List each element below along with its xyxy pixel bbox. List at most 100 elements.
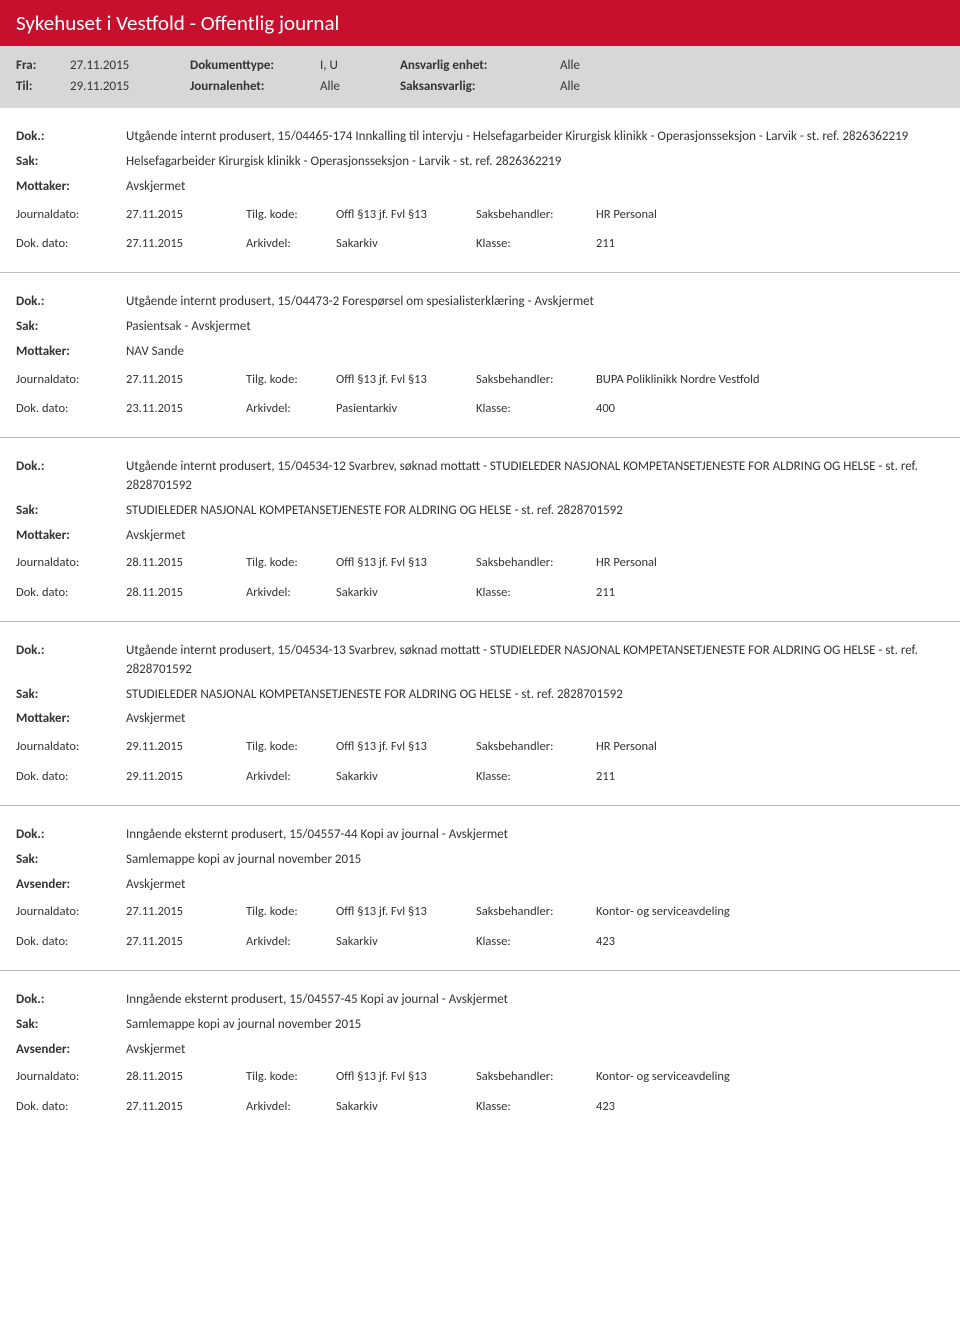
filter-ansvarlig-value: Alle — [560, 58, 620, 73]
klasse-value: 211 — [596, 581, 944, 605]
party-value: NAV Sande — [126, 343, 944, 362]
arkivdel-value: Sakarkiv — [336, 765, 476, 789]
saksbehandler-value: HR Personal — [596, 551, 944, 575]
saksbehandler-label: Saksbehandler: — [476, 551, 596, 575]
party-value: Avskjermet — [126, 527, 944, 546]
saksbehandler-value: HR Personal — [596, 735, 944, 759]
filter-saksansvarlig-label: Saksansvarlig: — [400, 79, 550, 94]
journal-entry: Dok.: Inngående eksternt produsert, 15/0… — [0, 806, 960, 971]
arkivdel-value: Sakarkiv — [336, 1095, 476, 1119]
tilgkode-label: Tilg. kode: — [246, 368, 336, 392]
party-label: Mottaker: — [16, 178, 126, 197]
saksbehandler-label: Saksbehandler: — [476, 735, 596, 759]
saksbehandler-value: BUPA Poliklinikk Nordre Vestfold — [596, 368, 944, 392]
tilgkode-value: Offl §13 jf. Fvl §13 — [336, 735, 476, 759]
sak-label: Sak: — [16, 502, 126, 521]
filter-saksansvarlig-value: Alle — [560, 79, 620, 94]
klasse-value: 211 — [596, 232, 944, 256]
saksbehandler-label: Saksbehandler: — [476, 900, 596, 924]
klasse-label: Klasse: — [476, 930, 596, 954]
dok-value: Utgående internt produsert, 15/04465-174… — [126, 128, 944, 147]
sak-value: STUDIELEDER NASJONAL KOMPETANSETJENESTE … — [126, 686, 944, 705]
sak-label: Sak: — [16, 153, 126, 172]
journaldato-label: Journaldato: — [16, 203, 126, 227]
tilgkode-label: Tilg. kode: — [246, 203, 336, 227]
dok-label: Dok.: — [16, 128, 126, 147]
dok-label: Dok.: — [16, 642, 126, 680]
tilgkode-value: Offl §13 jf. Fvl §13 — [336, 551, 476, 575]
journaldato-label: Journaldato: — [16, 551, 126, 575]
journaldato-value: 28.11.2015 — [126, 1065, 246, 1089]
dokdato-label: Dok. dato: — [16, 581, 126, 605]
dok-value: Utgående internt produsert, 15/04534-12 … — [126, 458, 944, 496]
arkivdel-value: Pasientarkiv — [336, 397, 476, 421]
sak-label: Sak: — [16, 1016, 126, 1035]
saksbehandler-value: Kontor- og serviceavdeling — [596, 900, 944, 924]
dokdato-value: 29.11.2015 — [126, 765, 246, 789]
tilgkode-value: Offl §13 jf. Fvl §13 — [336, 900, 476, 924]
dok-label: Dok.: — [16, 458, 126, 496]
sak-value: Samlemappe kopi av journal november 2015 — [126, 851, 944, 870]
filter-bar: Fra: 27.11.2015 Dokumenttype: I, U Ansva… — [0, 46, 960, 108]
sak-value: Samlemappe kopi av journal november 2015 — [126, 1016, 944, 1035]
filter-til-value: 29.11.2015 — [70, 79, 180, 94]
filter-fra-value: 27.11.2015 — [70, 58, 180, 73]
sak-value: Helsefagarbeider Kirurgisk klinikk - Ope… — [126, 153, 944, 172]
klasse-label: Klasse: — [476, 581, 596, 605]
filter-ansvarlig-label: Ansvarlig enhet: — [400, 58, 550, 73]
arkivdel-label: Arkivdel: — [246, 397, 336, 421]
page-title: Sykehuset i Vestfold - Offentlig journal — [0, 0, 960, 46]
klasse-value: 423 — [596, 1095, 944, 1119]
tilgkode-value: Offl §13 jf. Fvl §13 — [336, 368, 476, 392]
dokdato-value: 27.11.2015 — [126, 232, 246, 256]
dokdato-label: Dok. dato: — [16, 397, 126, 421]
journaldato-value: 27.11.2015 — [126, 203, 246, 227]
sak-value: STUDIELEDER NASJONAL KOMPETANSETJENESTE … — [126, 502, 944, 521]
dok-label: Dok.: — [16, 991, 126, 1010]
tilgkode-value: Offl §13 jf. Fvl §13 — [336, 203, 476, 227]
party-value: Avskjermet — [126, 178, 944, 197]
journal-entry: Dok.: Utgående internt produsert, 15/045… — [0, 622, 960, 806]
filter-journalenhet-label: Journalenhet: — [190, 79, 310, 94]
saksbehandler-value: Kontor- og serviceavdeling — [596, 1065, 944, 1089]
sak-label: Sak: — [16, 686, 126, 705]
arkivdel-value: Sakarkiv — [336, 232, 476, 256]
dok-label: Dok.: — [16, 293, 126, 312]
tilgkode-label: Tilg. kode: — [246, 551, 336, 575]
dokdato-label: Dok. dato: — [16, 232, 126, 256]
filter-fra-label: Fra: — [16, 58, 60, 73]
arkivdel-value: Sakarkiv — [336, 581, 476, 605]
journal-entry: Dok.: Utgående internt produsert, 15/045… — [0, 438, 960, 622]
journaldato-label: Journaldato: — [16, 1065, 126, 1089]
dokdato-value: 27.11.2015 — [126, 1095, 246, 1119]
filter-til-label: Til: — [16, 79, 60, 94]
party-label: Mottaker: — [16, 343, 126, 362]
journaldato-value: 27.11.2015 — [126, 368, 246, 392]
party-label: Mottaker: — [16, 527, 126, 546]
dok-label: Dok.: — [16, 826, 126, 845]
dokdato-label: Dok. dato: — [16, 765, 126, 789]
sak-label: Sak: — [16, 318, 126, 337]
klasse-label: Klasse: — [476, 765, 596, 789]
journal-entry: Dok.: Utgående internt produsert, 15/044… — [0, 273, 960, 438]
journaldato-value: 28.11.2015 — [126, 551, 246, 575]
journaldato-label: Journaldato: — [16, 735, 126, 759]
journaldato-value: 29.11.2015 — [126, 735, 246, 759]
tilgkode-label: Tilg. kode: — [246, 900, 336, 924]
journaldato-value: 27.11.2015 — [126, 900, 246, 924]
arkivdel-label: Arkivdel: — [246, 765, 336, 789]
filter-journalenhet-value: Alle — [320, 79, 390, 94]
dokdato-value: 23.11.2015 — [126, 397, 246, 421]
party-label: Avsender: — [16, 876, 126, 895]
klasse-value: 211 — [596, 765, 944, 789]
klasse-label: Klasse: — [476, 397, 596, 421]
dokdato-value: 27.11.2015 — [126, 930, 246, 954]
tilgkode-label: Tilg. kode: — [246, 735, 336, 759]
arkivdel-label: Arkivdel: — [246, 581, 336, 605]
tilgkode-value: Offl §13 jf. Fvl §13 — [336, 1065, 476, 1089]
filter-doktype-label: Dokumenttype: — [190, 58, 310, 73]
sak-value: Pasientsak - Avskjermet — [126, 318, 944, 337]
party-value: Avskjermet — [126, 1041, 944, 1060]
journaldato-label: Journaldato: — [16, 900, 126, 924]
sak-label: Sak: — [16, 851, 126, 870]
